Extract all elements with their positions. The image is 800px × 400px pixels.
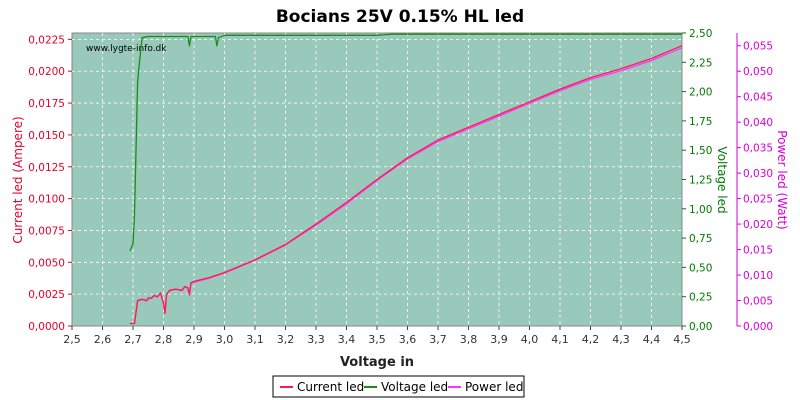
legend-label-voltage: Voltage led [381, 380, 448, 394]
y-tick-label-power: 0,040 [743, 117, 773, 129]
x-tick-label: 3,2 [277, 333, 295, 346]
legend-label-power: Power led [465, 380, 523, 394]
y-tick-label-voltage: 2,25 [689, 57, 712, 69]
y-tick-label-current: 0,0200 [28, 66, 65, 78]
y-tick-label-voltage: 0,25 [689, 292, 712, 304]
y-tick-label-power: 0,030 [743, 168, 773, 180]
y-tick-label-current: 0,0025 [28, 289, 65, 301]
x-tick-label: 2,9 [185, 333, 203, 346]
x-tick-label: 4,5 [673, 333, 691, 346]
y-tick-label-voltage: 1,75 [689, 116, 712, 128]
x-tick-label: 3,0 [216, 333, 234, 346]
watermark: www.lygte-info.dk [86, 44, 167, 54]
y-tick-label-current: 0,0225 [28, 34, 65, 46]
y-tick-label-power: 0,035 [743, 143, 773, 155]
y-tick-label-voltage: 1,00 [689, 204, 712, 216]
y-tick-label-power: 0,010 [743, 270, 773, 282]
y-axis-current: 0,0000 0,0025 0,0050 0,0075 0,0100 0,0125 0,01… [28, 34, 72, 333]
y-tick-label-voltage: 1,25 [689, 175, 712, 187]
y-axis-label-current: Current led (Ampere) [11, 116, 25, 243]
x-tick-label: 2,5 [63, 333, 81, 346]
y-tick-label-power: 0,015 [743, 245, 773, 257]
y-tick-label-voltage: 0,00 [689, 321, 712, 333]
y-tick-label-current: 0,0050 [28, 257, 65, 269]
x-tick-label: 4,4 [643, 333, 661, 346]
x-tick-label: 4,0 [521, 333, 539, 346]
x-axis: 2,5 2,6 2,7 2,8 2,9 3,0 3,1 3,2 3,3 3,4 3,5 3,6 3,7 3… [63, 326, 691, 346]
x-tick-label: 2,7 [124, 333, 142, 346]
y-tick-label-power: 0,020 [743, 219, 773, 231]
series-line-voltage [129, 33, 682, 252]
x-tick-label: 2,6 [94, 333, 112, 346]
x-tick-label: 3,8 [460, 333, 478, 346]
x-tick-label: 3,9 [490, 333, 508, 346]
x-tick-label: 2,8 [155, 333, 173, 346]
y-tick-label-voltage: 1,50 [689, 145, 712, 157]
y-tick-label-power: 0,005 [743, 296, 773, 308]
y-tick-label-voltage: 2,00 [689, 87, 712, 99]
y-axis-voltage: 0,00 0,25 0,50 0,75 1,00 1,25 1,50 1,75 2,00 2,25… [682, 28, 712, 333]
grid [72, 33, 682, 326]
x-tick-label: 3,5 [368, 333, 386, 346]
legend-box [272, 375, 525, 398]
chart-title: Bocians 25V 0.15% HL led [276, 7, 524, 27]
y-axis-label-power: Power led (Watt) [775, 130, 789, 229]
y-tick-label-power: 0,050 [743, 66, 773, 78]
y-tick-label-current: 0,0075 [28, 225, 65, 237]
y-tick-label-current: 0,0100 [28, 194, 65, 206]
y-tick-label-voltage: 0,50 [689, 262, 712, 274]
y-tick-label-voltage: 2,50 [689, 28, 712, 40]
y-axis-power: 0,000 0,005 0,010 0,015 0,020 0,025 0,030 0,035… [736, 33, 773, 333]
legend-label-current: Current led [297, 380, 364, 394]
series-line-current [129, 45, 683, 325]
x-tick-label: 3,7 [429, 333, 447, 346]
x-tick-label: 4,3 [612, 333, 630, 346]
series-group [129, 33, 683, 325]
y-axis-label-voltage: Voltage led [715, 146, 729, 213]
legend: Current led Voltage led Power led [272, 375, 525, 398]
x-tick-label: 4,1 [551, 333, 569, 346]
y-tick-label-current: 0,0175 [28, 98, 65, 110]
y-tick-label-current: 0,0150 [28, 130, 65, 142]
x-tick-label: 3,4 [338, 333, 356, 346]
y-tick-label-power: 0,025 [743, 194, 773, 206]
x-tick-label: 3,1 [246, 333, 264, 346]
x-axis-label: Voltage in [340, 355, 414, 370]
y-tick-label-power: 0,045 [743, 92, 773, 104]
x-tick-label: 4,2 [582, 333, 600, 346]
x-tick-label: 3,3 [307, 333, 325, 346]
y-tick-label-voltage: 0,75 [689, 233, 712, 245]
y-tick-label-power: 0,055 [743, 41, 773, 53]
x-tick-label: 3,6 [399, 333, 417, 346]
y-tick-label-power: 0,000 [743, 321, 773, 333]
y-tick-label-current: 0,0000 [28, 321, 65, 333]
y-tick-label-current: 0,0125 [28, 162, 65, 174]
